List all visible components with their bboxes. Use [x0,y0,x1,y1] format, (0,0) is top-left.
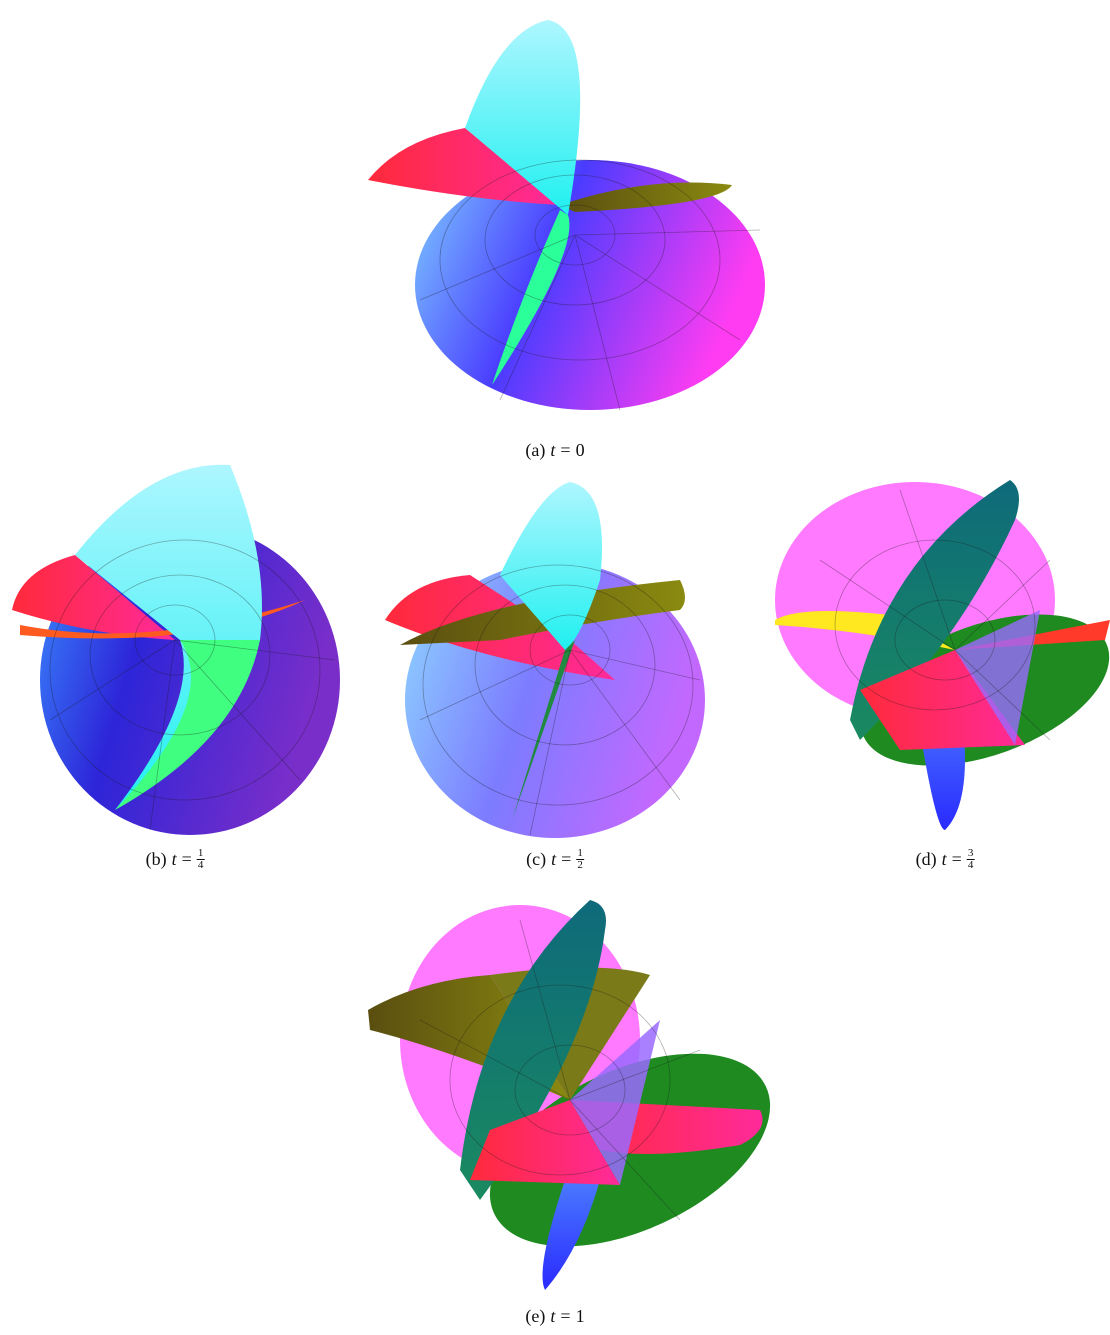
caption-relation: = [560,440,571,460]
caption-label: (c) [526,849,547,869]
surface-d [775,480,1110,830]
numerator: 1 [576,847,584,860]
caption-label: (b) [145,849,167,869]
surface-a [368,20,765,411]
surface-e [368,900,771,1290]
denominator: 4 [197,859,204,871]
numerator: 3 [966,847,975,860]
caption-value: 1 [575,1306,585,1326]
caption-relation: = [561,849,572,869]
caption-label: (a) [525,440,546,460]
numerator: 1 [196,847,205,860]
caption: (e) t = 1 [525,1306,584,1327]
caption-relation: = [560,1306,571,1326]
caption-variable: t [941,849,947,869]
caption-variable: t [551,849,557,869]
caption-variable: t [550,440,556,460]
denominator: 4 [967,859,974,871]
surface-b [12,464,340,835]
caption-relation: = [181,849,192,869]
caption: (a) t = 0 [525,440,584,461]
caption-label: (d) [915,849,937,869]
caption-variable: t [550,1306,556,1326]
caption-value: 0 [575,440,585,460]
caption-variable: t [171,849,177,869]
caption-label: (e) [525,1306,546,1326]
surface-c [385,482,705,838]
caption-relation: = [951,849,962,869]
denominator: 2 [577,859,583,871]
